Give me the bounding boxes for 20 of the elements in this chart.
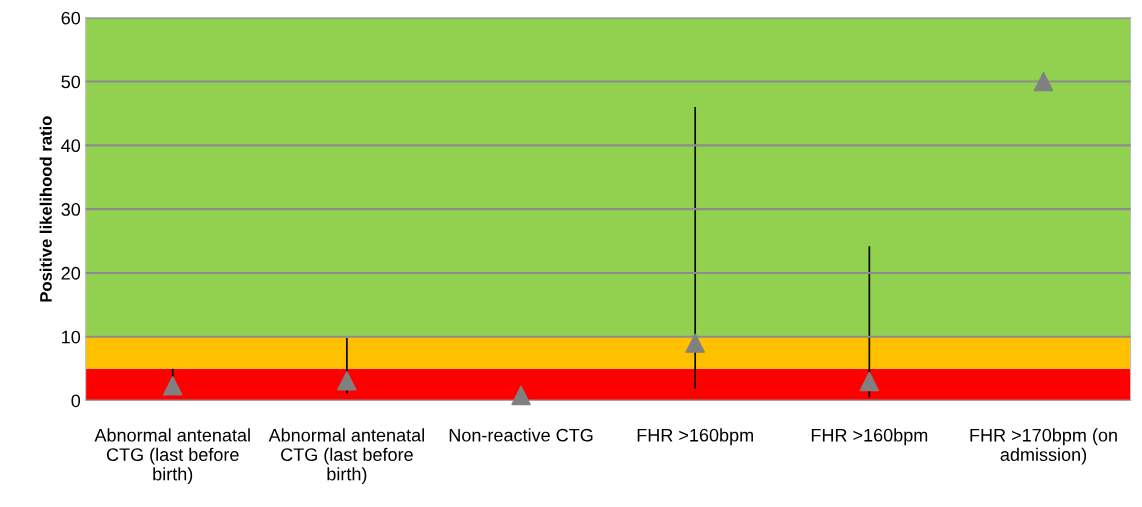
y-tick-label: 0 xyxy=(71,394,81,408)
y-tick-label: 60 xyxy=(61,11,81,25)
x-tick-label: FHR >160bpm xyxy=(811,428,928,446)
y-tick-label: 40 xyxy=(61,139,81,153)
x-tick-label: Abnormal antenatal CTG (last before birth) xyxy=(94,428,250,485)
y-tick-label: 20 xyxy=(61,266,81,280)
point xyxy=(162,376,183,396)
y-tick-label: 10 xyxy=(62,330,81,344)
point xyxy=(685,333,705,353)
x-tick-label: FHR >170bpm (on admission) xyxy=(970,428,1117,465)
y-axis-title: Positive likelihood ratio xyxy=(39,116,52,302)
point xyxy=(859,371,880,392)
x-tick-label: Non-reactive CTG xyxy=(449,428,593,442)
point xyxy=(337,371,357,391)
y-tick-label: 30 xyxy=(61,203,81,216)
point xyxy=(511,385,531,406)
point xyxy=(1033,71,1054,92)
y-tick-label: 50 xyxy=(61,75,81,89)
x-tick-label: Abnormal antenatal CTG (last before birth) xyxy=(268,428,424,485)
x-tick-label: FHR >160bpm xyxy=(637,428,753,446)
